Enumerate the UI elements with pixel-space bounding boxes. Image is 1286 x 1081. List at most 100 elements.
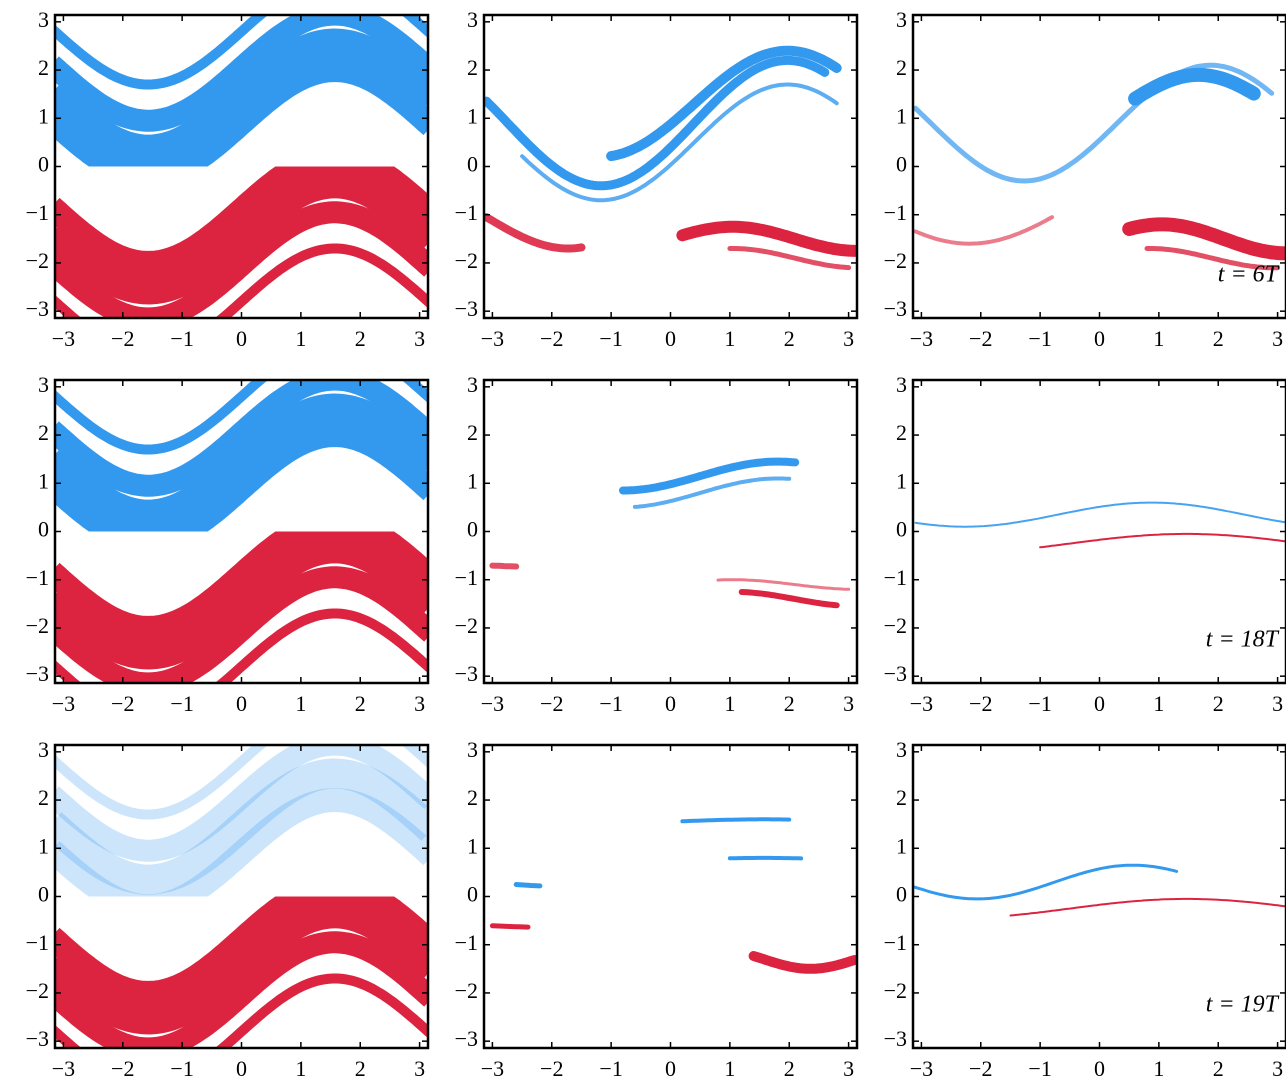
half-plane xyxy=(55,380,428,532)
panel: −3 −2 −1 0 1 2 3 −3 −2 −1 0 1 2 3 xyxy=(455,737,859,1081)
x-tick-label: 1 xyxy=(295,326,306,351)
y-tick-label: −3 xyxy=(26,661,49,686)
time-annotation: t = 18T xyxy=(1206,627,1280,653)
panel: −3 −2 −1 0 1 2 3 −3 −2 −1 0 1 2 3 xyxy=(455,372,859,716)
panel: −3 −2 −1 0 1 2 3 −3 −2 −1 0 1 2 3 xyxy=(26,372,430,716)
panel: −3 −2 −1 0 1 2 3 −3 −2 −1 0 1 2 3 xyxy=(455,7,859,351)
x-tick-label: 2 xyxy=(784,326,795,351)
y-tick-label: 0 xyxy=(38,517,49,542)
trajectory-band xyxy=(680,817,792,824)
trajectory-band xyxy=(55,898,428,1035)
y-tick-label: −2 xyxy=(455,978,478,1003)
x-tick-label: 1 xyxy=(1153,326,1164,351)
x-tick-label: 3 xyxy=(843,326,854,351)
y-tick-label: −2 xyxy=(455,248,478,273)
x-tick-label: 3 xyxy=(414,1056,425,1081)
y-tick-label: 3 xyxy=(38,372,49,397)
half-plane xyxy=(55,166,428,318)
y-tick-label: 3 xyxy=(467,7,478,32)
y-tick-label: −1 xyxy=(26,930,49,955)
trajectory-band xyxy=(55,380,428,455)
y-tick-label: −1 xyxy=(455,200,478,225)
trajectory-band xyxy=(55,533,428,670)
y-tick-label: 2 xyxy=(896,55,907,80)
y-tick-label: 3 xyxy=(38,737,49,762)
trajectory-band xyxy=(727,246,852,271)
x-tick-label: 3 xyxy=(843,691,854,716)
trajectory-band xyxy=(913,863,1179,901)
y-tick-label: −3 xyxy=(26,296,49,321)
trajectory-band xyxy=(1128,67,1261,106)
x-tick-label: 0 xyxy=(236,691,247,716)
x-tick-label: −1 xyxy=(170,691,193,716)
x-tick-label: −1 xyxy=(599,1056,622,1081)
plot-area xyxy=(914,501,1286,549)
y-tick-label: 1 xyxy=(38,468,49,493)
y-tick-label: 2 xyxy=(38,785,49,810)
y-tick-label: −2 xyxy=(26,613,49,638)
y-tick-label: 0 xyxy=(467,882,478,907)
x-tick-label: 0 xyxy=(236,1056,247,1081)
y-tick-label: −3 xyxy=(455,1026,478,1051)
y-tick-label: 3 xyxy=(896,737,907,762)
y-tick-label: −3 xyxy=(884,1026,907,1051)
y-tick-label: 0 xyxy=(896,152,907,177)
x-tick-label: −1 xyxy=(1028,326,1051,351)
plot-area xyxy=(489,457,851,609)
x-tick-label: −2 xyxy=(540,326,563,351)
x-tick-label: 0 xyxy=(665,326,676,351)
trajectory-band xyxy=(716,578,851,591)
x-tick-label: −3 xyxy=(52,326,75,351)
trajectory-band xyxy=(55,896,428,1005)
x-tick-label: 3 xyxy=(414,691,425,716)
y-tick-label: −1 xyxy=(26,565,49,590)
x-tick-label: 0 xyxy=(1094,691,1105,716)
plot-area xyxy=(484,45,857,271)
y-tick-label: −3 xyxy=(455,661,478,686)
trajectory-band xyxy=(738,589,840,609)
x-tick-label: −3 xyxy=(481,326,504,351)
trajectory-band xyxy=(484,55,830,191)
frame xyxy=(482,378,859,685)
trajectory-band xyxy=(913,62,1275,184)
trajectory-band xyxy=(55,608,428,683)
y-tick-label: 2 xyxy=(467,420,478,445)
x-tick-label: −2 xyxy=(111,326,134,351)
trajectory-band xyxy=(489,562,520,570)
y-tick-label: 2 xyxy=(38,55,49,80)
x-tick-label: 0 xyxy=(665,1056,676,1081)
x-tick-label: 2 xyxy=(355,326,366,351)
x-tick-label: −2 xyxy=(540,691,563,716)
x-tick-label: 1 xyxy=(1153,1056,1164,1081)
panel: −3 −2 −1 0 1 2 3 −3 −2 −1 0 1 2 3 t = 19T xyxy=(884,737,1286,1081)
x-tick-label: 2 xyxy=(1213,691,1224,716)
time-annotation: t = 19T xyxy=(1206,992,1280,1018)
trajectory-band xyxy=(1039,532,1286,549)
time-annotation: t = 6T xyxy=(1218,262,1280,288)
x-tick-label: −3 xyxy=(910,326,933,351)
trajectory-band xyxy=(55,973,428,1048)
y-tick-label: −2 xyxy=(455,613,478,638)
trajectory-band xyxy=(55,201,428,318)
x-tick-label: −1 xyxy=(1028,691,1051,716)
x-tick-label: 3 xyxy=(843,1056,854,1081)
trajectory-band xyxy=(55,28,428,165)
x-tick-label: −1 xyxy=(599,691,622,716)
plot-area xyxy=(913,62,1286,271)
x-tick-label: −3 xyxy=(52,691,75,716)
x-tick-label: −2 xyxy=(969,326,992,351)
x-tick-label: −2 xyxy=(111,691,134,716)
x-tick-label: 2 xyxy=(784,691,795,716)
trajectory-band xyxy=(676,220,857,257)
trajectory-band xyxy=(55,58,428,167)
x-tick-label: −3 xyxy=(481,1056,504,1081)
trajectory-band xyxy=(55,745,428,862)
x-tick-label: −2 xyxy=(540,1056,563,1081)
y-tick-label: 1 xyxy=(38,833,49,858)
y-tick-label: 3 xyxy=(467,737,478,762)
y-tick-label: −1 xyxy=(884,200,907,225)
trajectory-band xyxy=(619,457,800,495)
trajectory-band xyxy=(55,566,428,683)
trajectory-band xyxy=(913,215,1054,246)
